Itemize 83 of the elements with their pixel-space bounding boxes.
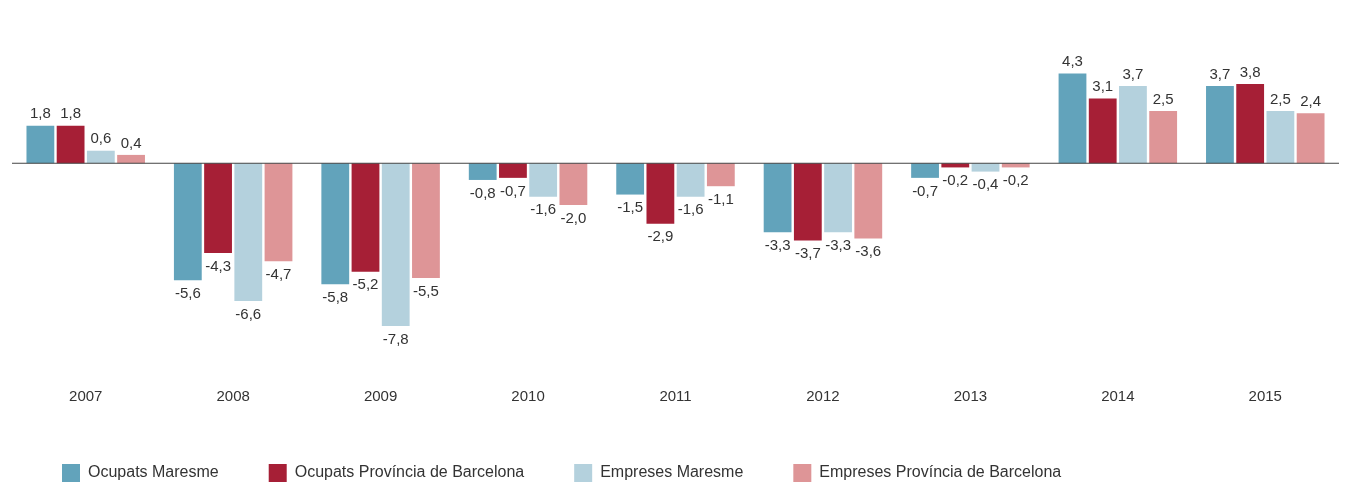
x-tick-label: 2010 (511, 387, 545, 405)
data-label: -3,6 (855, 242, 882, 260)
bar (1206, 86, 1234, 164)
bar (1266, 111, 1295, 164)
bar (706, 163, 735, 187)
data-label: -5,6 (174, 283, 201, 301)
bar (117, 154, 145, 164)
bar (351, 163, 380, 272)
bar (529, 163, 558, 197)
bar (86, 150, 115, 164)
data-label: -5,5 (413, 281, 439, 299)
bar (793, 163, 822, 241)
bar (1236, 83, 1265, 164)
data-label: -2,9 (647, 227, 674, 245)
data-label: -1,5 (617, 198, 644, 216)
bar (824, 163, 852, 233)
data-label: 3,1 (1092, 77, 1114, 95)
data-label: -1,6 (530, 200, 557, 218)
bar (676, 163, 705, 197)
data-label: -4,3 (205, 256, 231, 274)
bar (1058, 73, 1087, 164)
bar (1088, 98, 1117, 164)
data-label: 0,4 (120, 133, 142, 151)
bar (646, 163, 675, 224)
data-label: -4,7 (265, 265, 292, 282)
data-label: -6,6 (235, 304, 262, 322)
data-label: 2,5 (1152, 89, 1174, 107)
data-label: 1,8 (60, 104, 82, 122)
bar (412, 163, 440, 279)
legend-label: Ocupats Província de Barcelona (294, 463, 525, 481)
data-label: 1,8 (29, 104, 51, 122)
bar (56, 125, 85, 164)
data-label: -0,7 (500, 181, 526, 199)
bar (26, 125, 55, 164)
bar (1119, 86, 1147, 164)
data-label: -1,6 (677, 200, 704, 218)
x-tick-label: 2012 (806, 387, 840, 405)
data-label: 3,7 (1122, 64, 1144, 82)
data-label: -2,0 (560, 208, 587, 226)
bar (911, 163, 939, 178)
data-label: -3,3 (825, 235, 851, 253)
data-label: -3,3 (764, 235, 791, 253)
data-label: -0,7 (912, 181, 938, 199)
data-label: 3,7 (1209, 64, 1231, 82)
bar (381, 163, 410, 327)
data-label: -0,4 (972, 175, 999, 193)
data-label: -5,2 (352, 275, 379, 293)
legend-label: Ocupats Maresme (88, 463, 219, 481)
data-label: -3,7 (794, 244, 821, 262)
legend-label: Empreses Maresme (600, 463, 744, 481)
data-label: 4,3 (1062, 52, 1083, 70)
bar (468, 163, 497, 180)
bar (264, 163, 293, 262)
x-tick-label: 2011 (659, 387, 692, 405)
x-tick-label: 2014 (1101, 387, 1135, 405)
data-label: -0,2 (1002, 171, 1029, 189)
x-tick-label: 2007 (69, 387, 103, 405)
bar (971, 163, 1000, 172)
bar (559, 163, 588, 205)
data-label: 0,6 (90, 129, 112, 147)
x-tick-label: 2013 (953, 387, 988, 405)
bar (234, 163, 263, 302)
data-label: 3,8 (1239, 62, 1261, 80)
bar (616, 163, 645, 195)
data-label: 2,5 (1269, 89, 1291, 107)
bar (1149, 111, 1178, 164)
bar (854, 163, 883, 239)
data-label: -7,8 (382, 329, 409, 347)
bar (1296, 113, 1325, 164)
bar (173, 163, 202, 281)
bar (499, 163, 527, 178)
bar (763, 163, 792, 233)
data-label: -0,2 (942, 171, 969, 189)
x-tick-label: 2009 (363, 387, 398, 405)
legend-label: Empreses Província de Barcelona (819, 463, 1062, 481)
x-tick-label: 2008 (216, 387, 250, 405)
data-label: 2,4 (1300, 91, 1322, 109)
x-tick-label: 2015 (1248, 387, 1282, 405)
bar (204, 163, 232, 254)
data-label: -5,8 (322, 287, 349, 305)
bar (321, 163, 350, 285)
data-label: -0,8 (469, 183, 496, 201)
data-label: -1,1 (707, 189, 734, 207)
